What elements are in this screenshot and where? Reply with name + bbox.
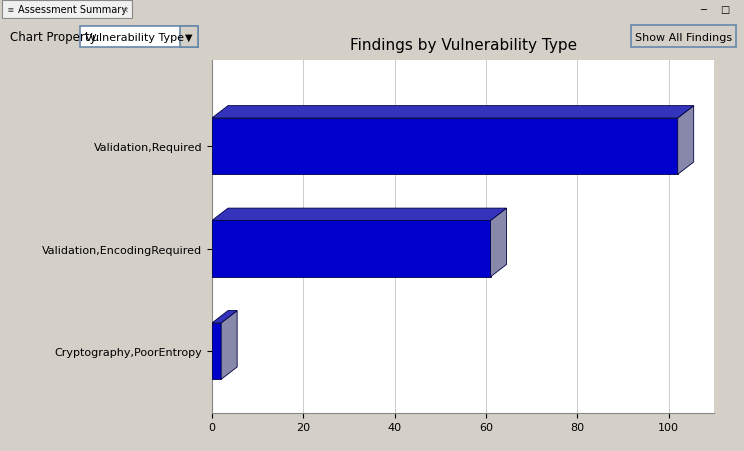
Polygon shape bbox=[678, 106, 693, 175]
FancyBboxPatch shape bbox=[80, 27, 198, 48]
Text: ▼: ▼ bbox=[185, 32, 193, 43]
Bar bbox=[212, 323, 221, 379]
Polygon shape bbox=[490, 209, 507, 277]
Text: Vulnerability Type: Vulnerability Type bbox=[85, 32, 184, 43]
Text: Assessment Summary: Assessment Summary bbox=[18, 5, 127, 15]
Polygon shape bbox=[212, 209, 507, 221]
Text: □: □ bbox=[720, 5, 729, 15]
FancyBboxPatch shape bbox=[2, 1, 132, 19]
Title: Findings by Vulnerability Type: Findings by Vulnerability Type bbox=[350, 38, 577, 53]
Text: Show All Findings: Show All Findings bbox=[635, 32, 732, 43]
FancyBboxPatch shape bbox=[631, 26, 736, 48]
Text: Chart Property:: Chart Property: bbox=[10, 31, 100, 44]
Text: ✕: ✕ bbox=[122, 6, 129, 14]
Bar bbox=[212, 119, 678, 175]
Text: ─: ─ bbox=[700, 5, 706, 15]
Polygon shape bbox=[212, 106, 693, 119]
Polygon shape bbox=[221, 311, 237, 379]
Text: ≡: ≡ bbox=[8, 5, 14, 15]
Bar bbox=[212, 221, 490, 277]
FancyBboxPatch shape bbox=[180, 27, 198, 48]
Polygon shape bbox=[212, 311, 237, 323]
